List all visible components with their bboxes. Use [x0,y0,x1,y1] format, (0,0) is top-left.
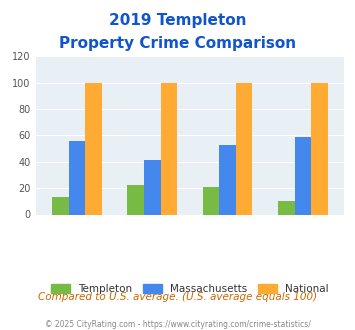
Legend: Templeton, Massachusetts, National: Templeton, Massachusetts, National [47,280,333,298]
Bar [203,187,219,214]
Text: Property Crime Comparison: Property Crime Comparison [59,36,296,51]
Text: Compared to U.S. average. (U.S. average equals 100): Compared to U.S. average. (U.S. average … [38,292,317,302]
Bar [311,82,328,214]
Bar [160,82,177,214]
Bar [236,82,252,214]
Bar [127,185,144,214]
Bar [52,197,69,215]
Bar [85,82,102,214]
Text: © 2025 CityRating.com - https://www.cityrating.com/crime-statistics/: © 2025 CityRating.com - https://www.city… [45,320,310,329]
Bar [219,145,236,214]
Bar [69,141,85,214]
Bar [295,137,311,214]
Text: 2019 Templeton: 2019 Templeton [109,13,246,28]
Bar [278,201,295,214]
Bar [144,160,160,214]
